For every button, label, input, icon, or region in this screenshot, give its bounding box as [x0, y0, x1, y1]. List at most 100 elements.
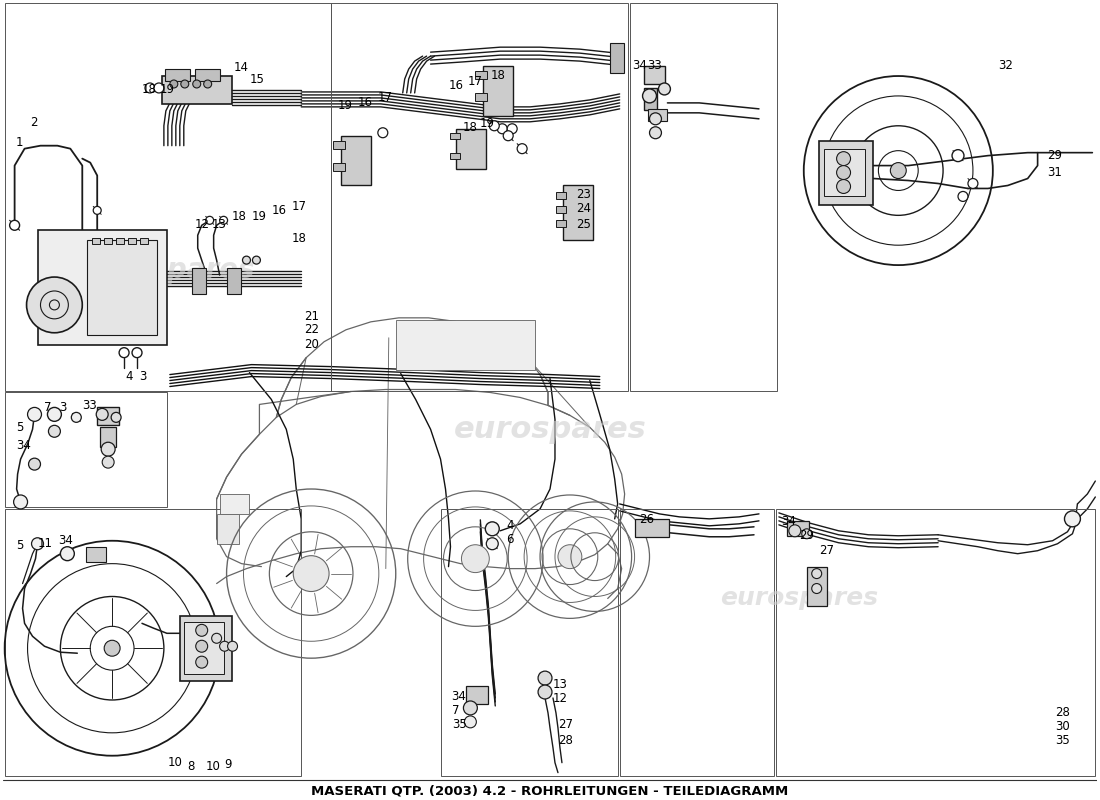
Circle shape [890, 162, 906, 178]
Circle shape [204, 80, 211, 88]
Text: 10: 10 [206, 760, 221, 773]
Circle shape [952, 150, 964, 162]
Circle shape [538, 671, 552, 685]
Circle shape [180, 80, 189, 88]
Text: 3: 3 [59, 402, 67, 414]
Bar [333, 141, 345, 149]
Bar [556, 206, 565, 214]
Circle shape [13, 495, 28, 509]
Text: 24: 24 [576, 202, 591, 215]
Text: 30: 30 [1056, 720, 1070, 733]
Circle shape [60, 546, 75, 561]
Bar [128, 238, 136, 244]
Circle shape [206, 216, 213, 224]
Text: 6: 6 [506, 533, 514, 546]
Circle shape [104, 640, 120, 656]
Text: 28: 28 [558, 734, 573, 747]
Text: 16: 16 [272, 204, 286, 218]
Text: 18: 18 [292, 232, 306, 246]
Text: 17: 17 [377, 91, 393, 104]
Circle shape [463, 701, 477, 715]
Text: 22: 22 [305, 323, 319, 336]
Text: 16: 16 [449, 79, 463, 92]
Circle shape [461, 545, 490, 573]
Text: 34: 34 [632, 59, 648, 72]
Text: 17: 17 [292, 201, 306, 214]
Circle shape [485, 522, 499, 536]
Bar [92, 238, 100, 244]
Text: 34: 34 [781, 515, 795, 528]
Bar [4, 3, 331, 391]
Circle shape [145, 83, 155, 93]
Text: 32: 32 [998, 59, 1013, 72]
Circle shape [32, 538, 44, 550]
Text: 29: 29 [1047, 149, 1063, 162]
Circle shape [812, 583, 822, 594]
Circle shape [538, 685, 552, 699]
Bar [104, 238, 112, 244]
Bar [162, 76, 232, 104]
Text: 18: 18 [232, 210, 246, 223]
Text: 34: 34 [451, 690, 466, 703]
Bar [786, 521, 808, 536]
Circle shape [837, 152, 850, 166]
Bar [466, 686, 488, 704]
Bar [117, 238, 124, 244]
Bar [451, 153, 461, 158]
Bar [331, 3, 628, 391]
Bar [4, 509, 301, 776]
Text: 34: 34 [58, 534, 74, 546]
Circle shape [132, 348, 142, 358]
Text: 9: 9 [224, 758, 232, 770]
Text: 33: 33 [82, 399, 97, 413]
Bar [609, 43, 624, 73]
Text: 3: 3 [139, 370, 146, 382]
Circle shape [958, 191, 968, 202]
Bar [195, 69, 220, 81]
Text: 19: 19 [160, 83, 175, 96]
Circle shape [837, 166, 850, 179]
Bar [475, 93, 487, 101]
Text: MASERATI QTP. (2003) 4.2 - ROHRLEITUNGEN - TEILEDIAGRAMM: MASERATI QTP. (2003) 4.2 - ROHRLEITUNGEN… [311, 784, 789, 797]
Bar [644, 66, 666, 84]
Text: 5: 5 [16, 538, 24, 552]
Bar [644, 88, 658, 110]
Text: 20: 20 [305, 338, 319, 350]
Circle shape [28, 407, 42, 422]
Circle shape [196, 640, 208, 652]
Bar [97, 407, 119, 426]
Text: 1: 1 [15, 136, 23, 149]
Bar [220, 494, 250, 514]
Bar [556, 220, 565, 227]
Text: 25: 25 [576, 218, 591, 231]
Text: 35: 35 [1056, 734, 1070, 747]
Bar [451, 133, 461, 138]
Text: 16: 16 [358, 96, 373, 109]
Circle shape [507, 124, 517, 134]
Bar [140, 238, 148, 244]
Circle shape [486, 538, 498, 550]
Bar [227, 268, 241, 294]
Circle shape [220, 216, 228, 224]
Text: 19: 19 [252, 210, 266, 223]
Bar [86, 546, 107, 562]
Bar [648, 109, 668, 121]
Circle shape [220, 642, 230, 651]
Circle shape [789, 525, 801, 537]
Text: 18: 18 [142, 83, 157, 96]
Circle shape [558, 545, 582, 569]
Text: 12: 12 [195, 218, 210, 231]
Circle shape [377, 128, 388, 138]
Text: 33: 33 [648, 59, 662, 72]
Text: 7: 7 [44, 402, 52, 414]
Circle shape [497, 124, 507, 134]
Circle shape [94, 206, 101, 214]
Bar [165, 69, 190, 81]
Text: 13: 13 [211, 218, 227, 231]
Circle shape [72, 412, 81, 422]
Circle shape [26, 277, 82, 333]
Text: eurospares: eurospares [79, 256, 254, 284]
Circle shape [649, 113, 661, 125]
Circle shape [464, 716, 476, 728]
Text: 12: 12 [553, 692, 568, 705]
